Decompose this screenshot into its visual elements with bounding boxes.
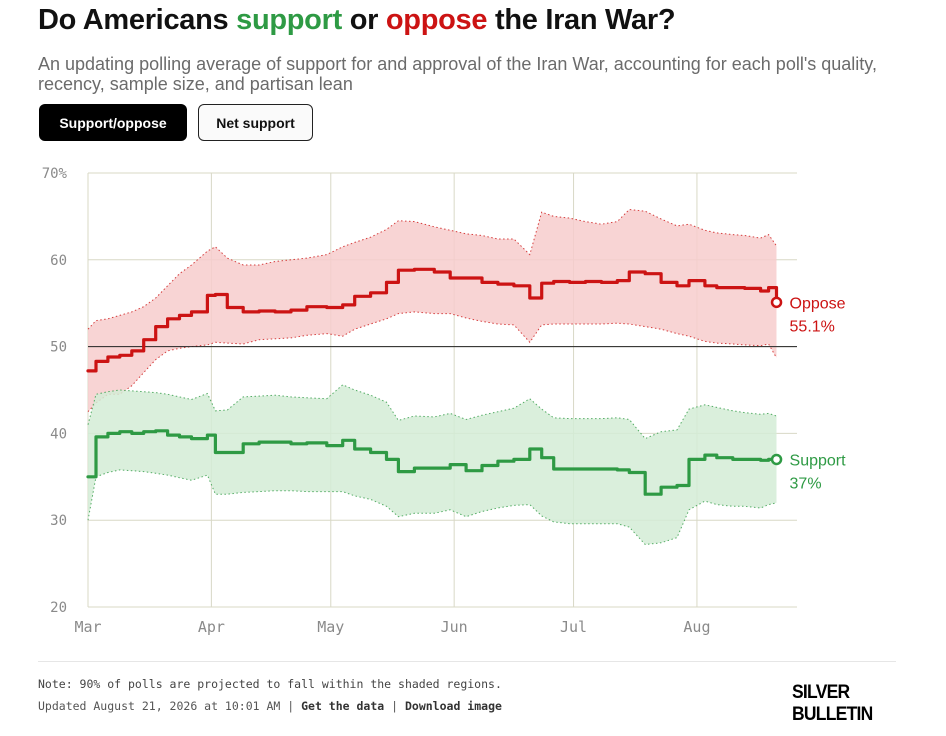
brand-logo: SILVER BULLETIN — [792, 682, 873, 725]
y-tick-label: 60 — [50, 253, 67, 269]
support-line — [86, 429, 779, 496]
download-image-link[interactable]: Download image — [404, 699, 502, 713]
title-suffix: the Iran War? — [487, 4, 676, 36]
updated-text: Updated August 21, 2026 at 10:01 AM — [38, 699, 281, 713]
footer-separator: | — [384, 699, 405, 713]
x-tick-label: Mar — [74, 618, 101, 636]
support-band-upper-edge — [87, 384, 777, 440]
y-tick-label: 70% — [42, 166, 68, 182]
support-end-marker — [770, 453, 783, 466]
y-tick-label: 50 — [50, 340, 67, 356]
title-oppose-word: oppose — [385, 4, 488, 36]
y-tick-label: 20 — [50, 600, 67, 616]
oppose-band-lower-edge — [87, 311, 777, 413]
x-tick-label: May — [317, 618, 344, 636]
page-subtitle: An updating polling average of support f… — [38, 54, 877, 94]
oppose-end-label: Oppose — [790, 295, 846, 312]
oppose-end-value: 55.1% — [790, 318, 835, 335]
polling-chart: 20 30 40 50 60 70% Mar Apr May Jun Jul Aug Oppose 55.… — [42, 166, 847, 636]
x-tick-label: Jun — [441, 618, 468, 636]
title-prefix: Do Americans — [38, 4, 237, 36]
footer-note: Note: 90% of polls are projected to fall… — [38, 677, 502, 691]
x-tick-label: Apr — [198, 618, 225, 636]
oppose-band — [88, 209, 777, 412]
footer-separator: | — [280, 699, 302, 713]
oppose-line — [86, 267, 779, 373]
footer-divider — [38, 661, 896, 662]
footer-updated: Updated August 21, 2026 at 10:01 AM | Ge… — [38, 699, 502, 713]
page-title: Do Americans support or oppose the Iran … — [38, 4, 676, 37]
support-end-label: Support — [790, 452, 847, 469]
x-tick-label: Jul — [560, 618, 587, 636]
x-tick-label: Aug — [683, 618, 710, 636]
y-tick-label: 30 — [50, 513, 67, 529]
title-support-word: support — [236, 4, 342, 36]
support-end-value: 37% — [790, 475, 822, 492]
support-oppose-toggle[interactable]: Support/oppose — [39, 104, 187, 141]
oppose-end-marker — [770, 296, 783, 309]
support-band — [88, 384, 777, 545]
net-support-toggle[interactable]: Net support — [198, 104, 313, 141]
oppose-band-upper-edge — [87, 208, 777, 330]
title-mid: or — [341, 4, 386, 36]
get-data-link[interactable]: Get the data — [301, 699, 385, 713]
y-tick-label: 40 — [50, 426, 67, 442]
